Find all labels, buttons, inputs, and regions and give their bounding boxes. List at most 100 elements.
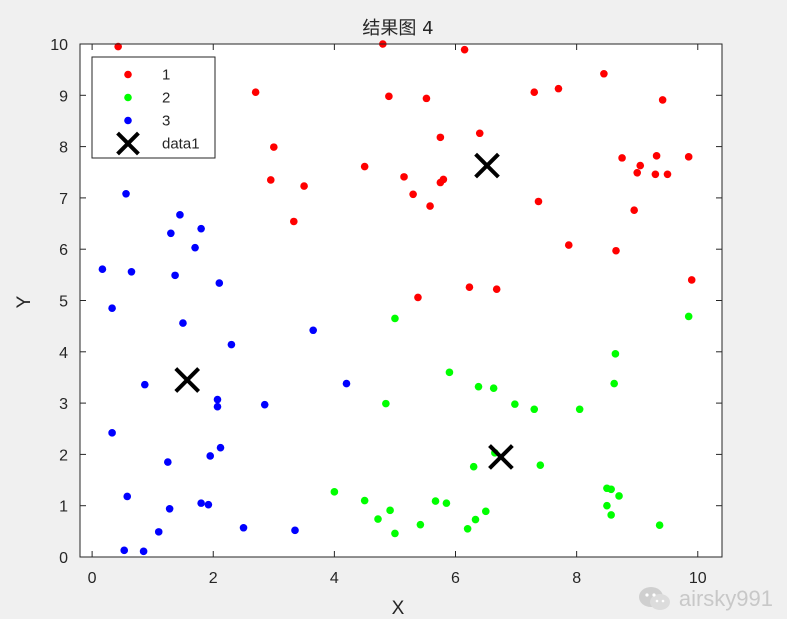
legend: 1 2 3 data1 [91, 56, 216, 159]
data-point [607, 511, 615, 519]
data-point [289, 217, 298, 226]
axes-layer: 0 2 4 6 8 10 0 1 2 3 4 5 6 7 8 9 10 [50, 37, 723, 587]
data-point [251, 88, 260, 97]
data-point [658, 96, 667, 104]
data-point [475, 129, 484, 138]
data-point [374, 515, 382, 523]
y-tick-label: 6 [59, 242, 68, 259]
legend-entry-data1: data1 [116, 131, 200, 156]
data-point [465, 283, 474, 291]
data-point [439, 175, 448, 184]
data-point [618, 154, 626, 162]
data-point [167, 229, 175, 238]
data-point [179, 319, 187, 327]
data-point [360, 496, 369, 505]
data-point [652, 152, 661, 160]
x-tick-label: 2 [209, 570, 218, 587]
data-point [400, 173, 408, 181]
data-point [471, 515, 480, 524]
y-tick-label: 3 [59, 396, 68, 413]
data-point [436, 133, 445, 142]
data-point [213, 395, 222, 404]
data-point [554, 84, 563, 93]
data-point [663, 170, 672, 179]
data-point [655, 521, 664, 529]
data-point [530, 405, 539, 414]
data-point [474, 382, 483, 391]
legend-entry-3: 3 [124, 113, 170, 130]
data-point [386, 506, 394, 515]
data-point [489, 384, 498, 393]
data-point [416, 520, 425, 529]
data-point [204, 500, 213, 509]
data-point [564, 241, 573, 249]
data-point [391, 314, 399, 323]
data-point [611, 350, 620, 358]
points-layer [98, 40, 696, 556]
data-point [270, 143, 278, 151]
data-point [215, 279, 224, 287]
data-point [260, 400, 269, 409]
data-point [108, 304, 116, 312]
legend-label: 1 [162, 67, 170, 84]
data-point [385, 92, 393, 101]
data-point [291, 526, 299, 535]
y-tick-label: 8 [59, 140, 68, 157]
data-point [414, 293, 422, 302]
data-point [575, 405, 584, 414]
data-point [108, 429, 116, 437]
data-point [382, 399, 390, 408]
x-tick-label: 10 [689, 570, 707, 587]
centroid-marker [474, 152, 500, 179]
series-data1 [174, 152, 514, 470]
series-1 [114, 40, 696, 302]
data-point [651, 170, 660, 179]
data-point [422, 94, 431, 103]
watermark-text: airsky991 [678, 586, 773, 611]
x-tick-label: 6 [451, 570, 460, 587]
series-2 [330, 312, 693, 538]
centroid-marker [174, 367, 201, 393]
data-point [684, 153, 693, 161]
y-tick-label: 2 [59, 447, 68, 464]
data-point [120, 546, 129, 555]
data-point [409, 190, 417, 199]
data-point [176, 211, 184, 219]
data-point [206, 452, 215, 460]
legend-box [91, 56, 216, 159]
data-point [687, 276, 696, 284]
data-point [197, 499, 205, 507]
y-tick-label: 9 [59, 88, 68, 105]
data-point [603, 501, 611, 510]
legend-entry-1: 1 [124, 67, 170, 84]
data-point [360, 162, 369, 171]
y-tick-label: 7 [59, 191, 68, 208]
watermark: airsky991 [637, 585, 773, 613]
data-point [612, 246, 620, 255]
data-point [442, 499, 451, 507]
y-axis-title: Y [14, 295, 35, 308]
x-tick-label: 0 [88, 570, 97, 587]
data-point [127, 267, 136, 276]
y-tick-label: 4 [59, 345, 68, 362]
legend-dot-marker [124, 116, 132, 125]
data-point [445, 368, 454, 377]
data-point [481, 507, 490, 516]
y-tick-label: 1 [59, 499, 68, 516]
series-3 [98, 189, 351, 556]
data-point [213, 402, 222, 411]
data-point [636, 161, 645, 170]
data-point [122, 189, 130, 198]
data-point [216, 443, 225, 452]
legend-dot-marker [124, 70, 132, 79]
data-point [165, 504, 174, 513]
legend-label: data1 [162, 136, 200, 153]
data-point [342, 379, 351, 388]
data-point [536, 461, 545, 469]
data-point [511, 400, 519, 408]
data-point [492, 285, 501, 294]
data-point [300, 182, 308, 190]
chart-title: 结果图 4 [362, 18, 433, 39]
